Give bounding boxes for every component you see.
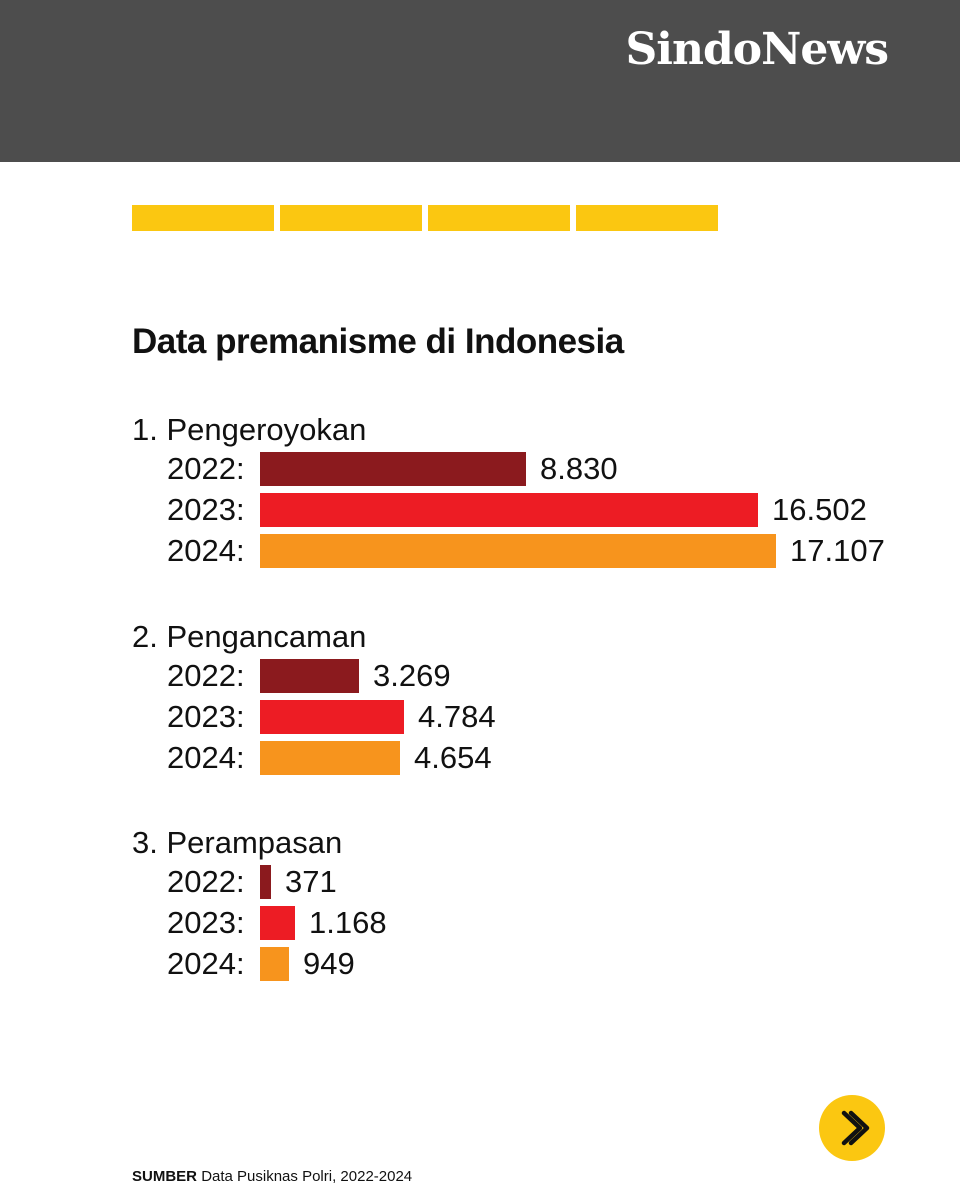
chart-row: 2023: 16.502 [0,493,960,527]
source-text: Data Pusiknas Polri, 2022-2024 [201,1168,413,1185]
chart-row: 2022: 371 [0,865,960,899]
value-label: 16.502 [772,492,867,527]
chart-row: 2023: 4.784 [0,700,960,734]
group-label: 1. Pengeroyokan [132,412,367,447]
header-bar: SindoNews [0,0,960,162]
value-label: 8.830 [540,451,618,486]
bar [260,906,295,940]
value-label: 17.107 [790,533,885,568]
value-label: 3.269 [373,658,451,693]
year-label: 2024: [167,946,245,981]
chart-row: 2024: 949 [0,947,960,981]
year-label: 2024: [167,740,245,775]
chart-row: 2024: 17.107 [0,534,960,568]
bar [260,865,271,899]
value-label: 371 [285,864,337,899]
year-label: 2023: [167,492,245,527]
progress-segment [428,205,570,231]
bar [260,534,776,568]
source-label: SUMBER [132,1168,198,1185]
sindonews-logo: SindoNews [625,24,889,75]
value-label: 949 [303,946,355,981]
bar [260,493,758,527]
bar [260,741,400,775]
bar [260,947,289,981]
chart-row: 2023: 1.168 [0,906,960,940]
year-label: 2022: [167,864,245,899]
year-label: 2022: [167,658,245,693]
bar [260,659,359,693]
value-label: 4.784 [418,699,496,734]
progress-segment [280,205,422,231]
chart-title: Data premanisme di Indonesia [132,322,624,361]
chart-row: 2022: 8.830 [0,452,960,486]
source-note: SUMBER Data Pusiknas Polri, 2022-2024 [132,1168,412,1185]
value-label: 1.168 [309,905,387,940]
year-label: 2024: [167,533,245,568]
bar [260,452,526,486]
year-label: 2023: [167,905,245,940]
story-progress-bar [132,205,718,231]
next-button[interactable] [819,1095,885,1161]
chevron-right-icon [841,1110,870,1146]
year-label: 2023: [167,699,245,734]
progress-segment [576,205,718,231]
bar [260,700,404,734]
group-label: 2. Pengancaman [132,619,367,654]
progress-segment [132,205,274,231]
chart-row: 2024: 4.654 [0,741,960,775]
year-label: 2022: [167,451,245,486]
value-label: 4.654 [414,740,492,775]
chart-row: 2022: 3.269 [0,659,960,693]
group-label: 3. Perampasan [132,825,343,860]
